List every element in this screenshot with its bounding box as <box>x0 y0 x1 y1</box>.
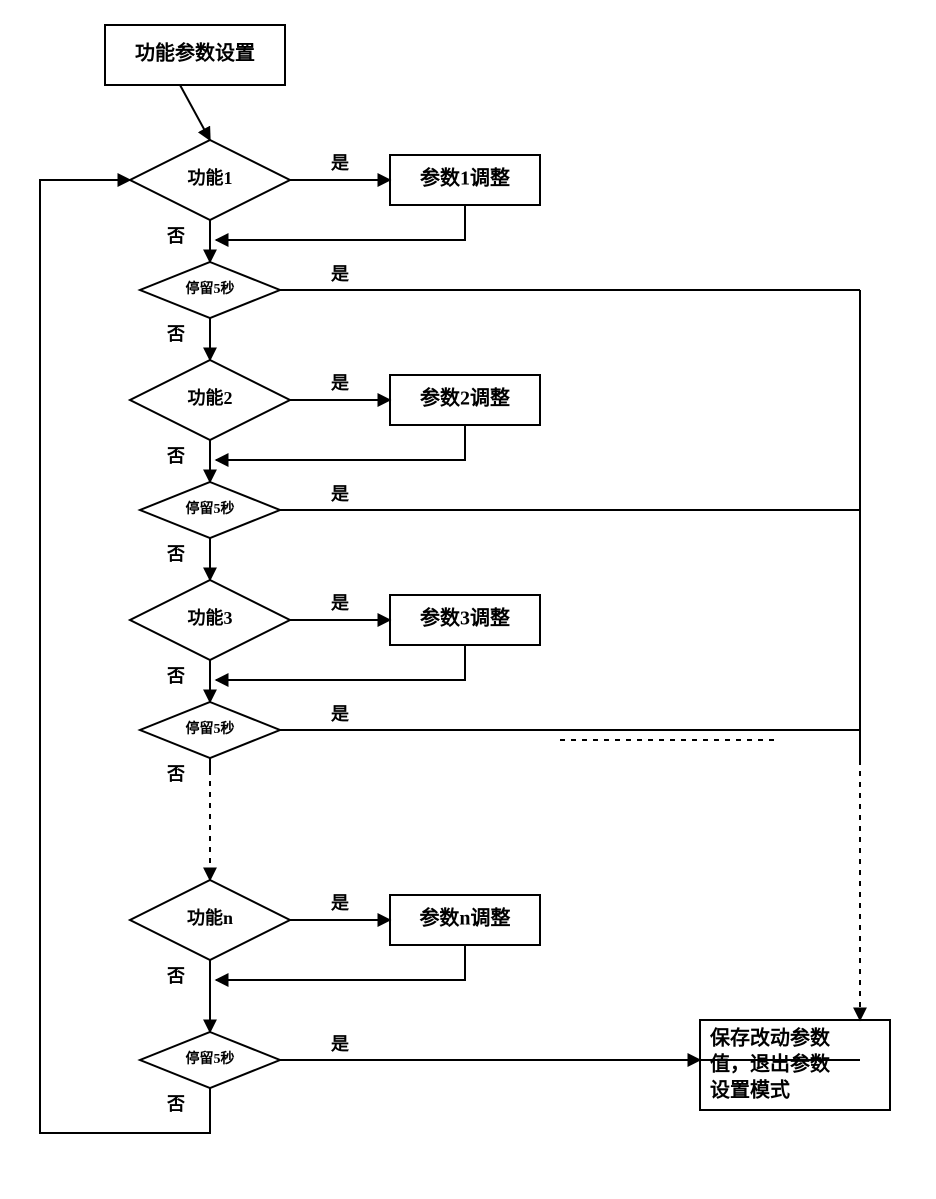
svg-text:功能3: 功能3 <box>188 607 233 628</box>
svg-text:功能1: 功能1 <box>188 167 233 188</box>
svg-text:设置模式: 设置模式 <box>710 1078 790 1102</box>
svg-text:是: 是 <box>330 893 349 913</box>
svg-text:参数3调整: 参数3调整 <box>420 606 510 630</box>
svg-text:停留5秒: 停留5秒 <box>186 720 235 737</box>
svg-text:功能参数设置: 功能参数设置 <box>135 41 255 65</box>
svg-text:值，退出参数: 值，退出参数 <box>710 1052 831 1076</box>
svg-text:是: 是 <box>330 484 349 504</box>
svg-text:是: 是 <box>330 373 349 393</box>
svg-text:否: 否 <box>166 446 185 466</box>
svg-text:否: 否 <box>166 226 185 246</box>
svg-text:否: 否 <box>166 324 185 344</box>
svg-text:参数1调整: 参数1调整 <box>420 166 510 190</box>
svg-text:是: 是 <box>330 593 349 613</box>
svg-text:是: 是 <box>330 704 349 724</box>
svg-text:否: 否 <box>166 1094 185 1114</box>
svg-text:是: 是 <box>330 153 349 173</box>
svg-text:功能2: 功能2 <box>188 387 233 408</box>
svg-text:是: 是 <box>330 264 349 284</box>
svg-text:保存改动参数: 保存改动参数 <box>709 1026 831 1050</box>
svg-text:功能n: 功能n <box>187 907 233 928</box>
svg-text:是: 是 <box>330 1034 349 1054</box>
svg-text:停留5秒: 停留5秒 <box>186 500 235 517</box>
svg-text:参数2调整: 参数2调整 <box>420 386 510 410</box>
svg-text:否: 否 <box>166 966 185 986</box>
flowchart-canvas: 功能参数设置功能1参数1调整停留5秒功能2参数2调整停留5秒功能3参数3调整停留… <box>0 0 936 1199</box>
svg-text:否: 否 <box>166 764 185 784</box>
svg-text:否: 否 <box>166 544 185 564</box>
svg-text:停留5秒: 停留5秒 <box>186 1050 235 1067</box>
svg-text:停留5秒: 停留5秒 <box>186 280 235 297</box>
svg-text:否: 否 <box>166 666 185 686</box>
svg-text:参数n调整: 参数n调整 <box>419 906 510 930</box>
